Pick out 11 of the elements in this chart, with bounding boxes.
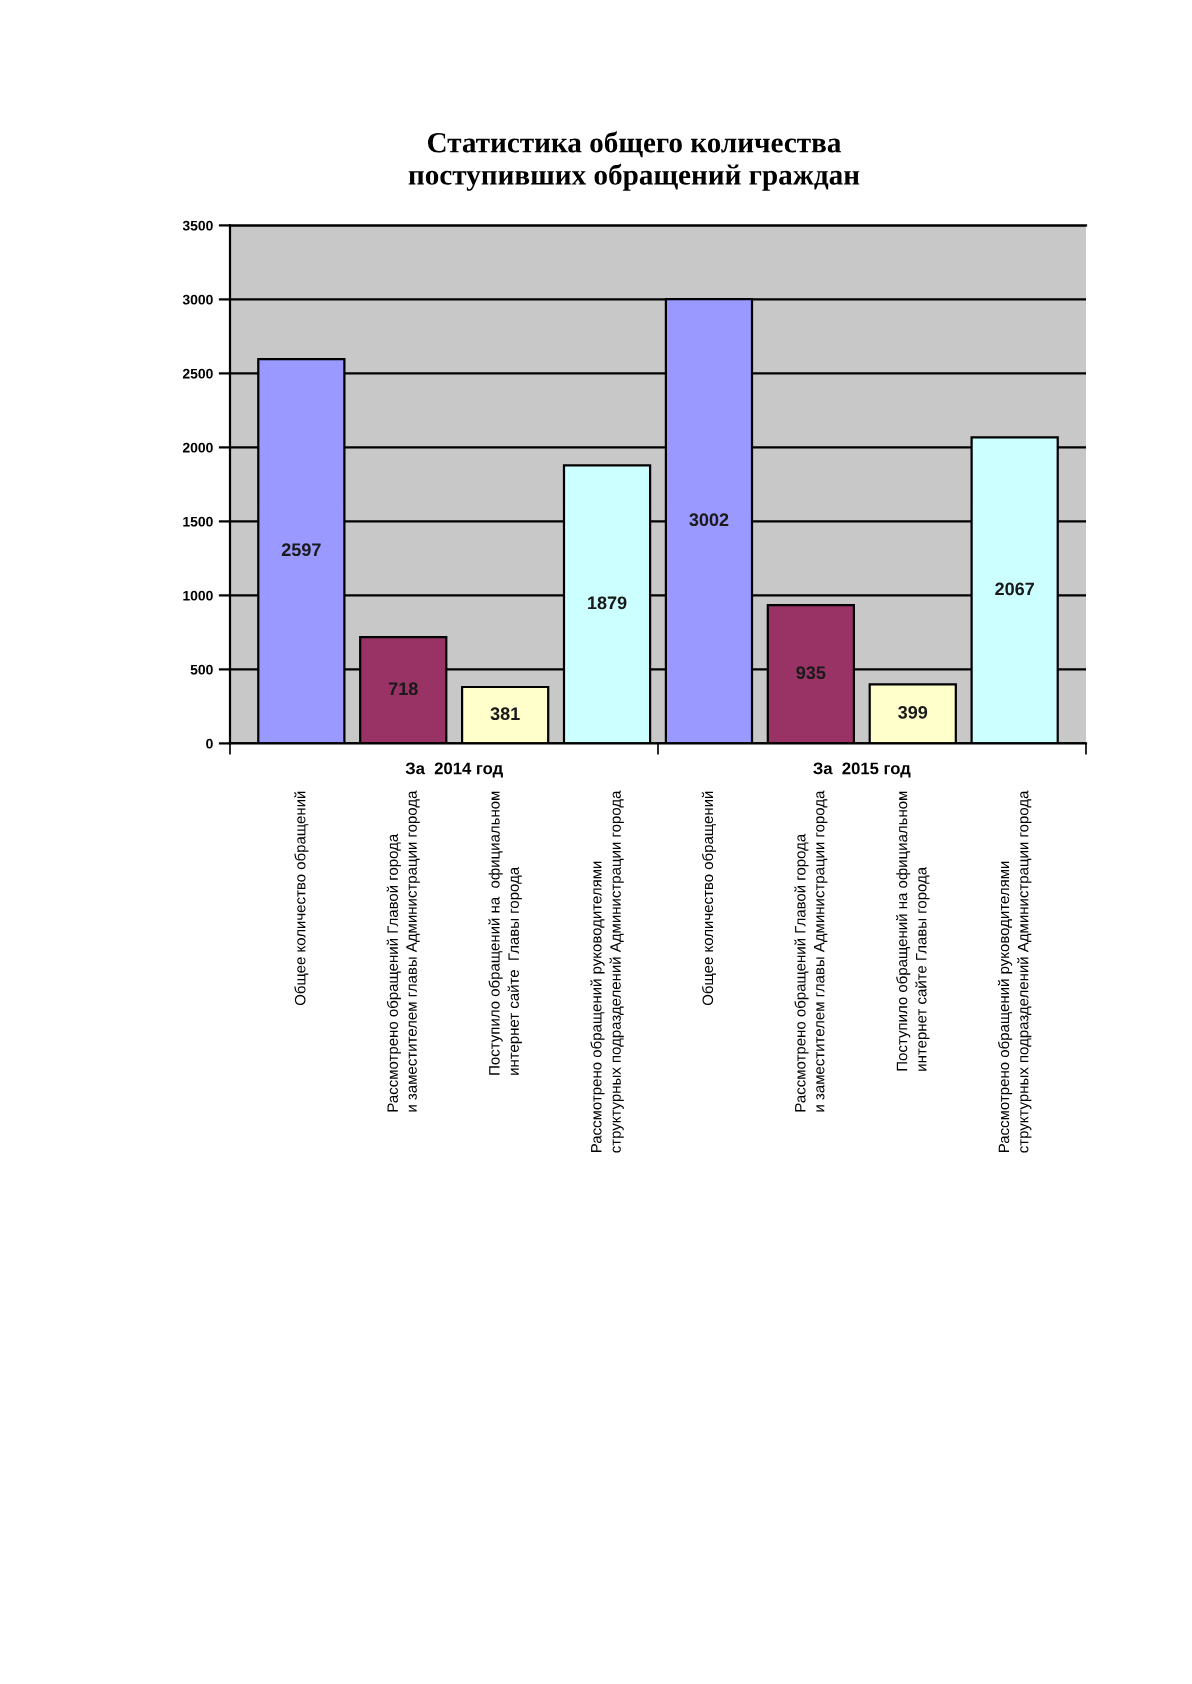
text: За 2014 год <box>405 762 503 778</box>
data-label: 2597 <box>281 543 321 557</box>
chart-title: Статистика общего количества поступивших обращений граждан <box>408 131 860 191</box>
text: За 2015 год <box>813 762 911 778</box>
data-label: 718 <box>388 682 418 696</box>
data-label: 3002 <box>689 513 729 527</box>
data-label: 2067 <box>995 582 1034 596</box>
data-label: 1879 <box>588 596 627 610</box>
data-label: 399 <box>898 705 928 719</box>
data-label: 935 <box>796 666 826 680</box>
data-label: 381 <box>490 707 520 721</box>
